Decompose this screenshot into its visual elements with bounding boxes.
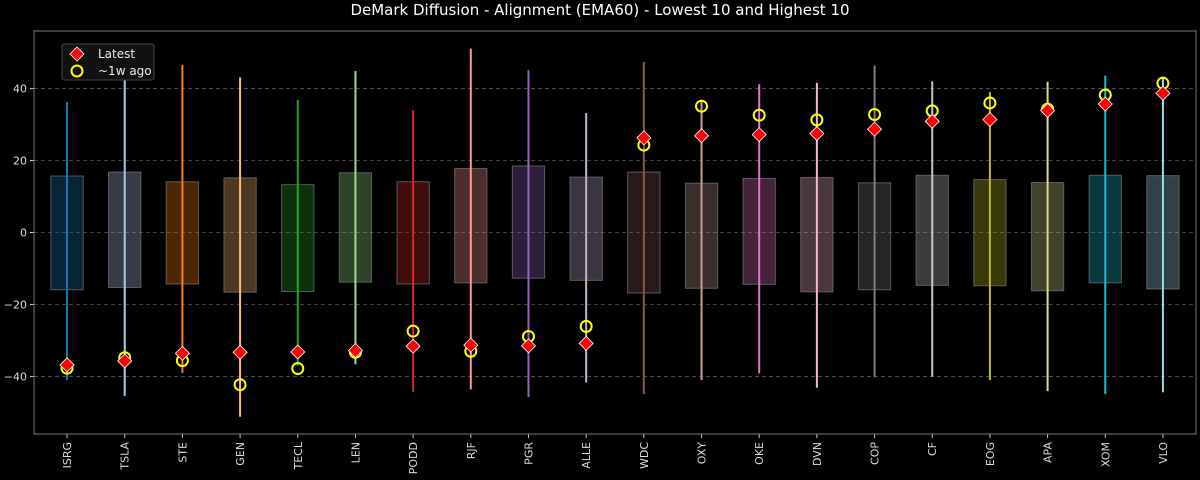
x-tick-label: RJF bbox=[465, 442, 478, 459]
y-tick-label: −20 bbox=[4, 298, 27, 311]
week-ago-marker bbox=[752, 108, 766, 122]
latest-marker bbox=[520, 338, 537, 354]
latest-marker bbox=[1097, 96, 1113, 112]
category-len: LEN bbox=[338, 70, 373, 463]
latest-marker bbox=[751, 127, 767, 143]
x-tick-label: GEN bbox=[234, 442, 247, 466]
x-tick-label: DVN bbox=[811, 442, 824, 466]
category-rjf: RJF bbox=[454, 48, 488, 459]
x-tick-label: OXY bbox=[696, 442, 709, 464]
latest-marker bbox=[232, 344, 248, 360]
category-apa: APA bbox=[1030, 81, 1065, 463]
plot-frame bbox=[33, 30, 1197, 435]
category-eog: EOG bbox=[973, 92, 1007, 466]
category-podd: PODD bbox=[396, 110, 430, 474]
category-gen: GEN bbox=[223, 77, 257, 466]
latest-marker bbox=[290, 344, 306, 360]
latest-marker bbox=[578, 335, 594, 351]
latest-marker bbox=[809, 125, 825, 142]
category-alle: ALLE bbox=[569, 113, 603, 469]
category-pgr: PGR bbox=[511, 70, 546, 465]
x-tick-label: TECL bbox=[292, 441, 305, 470]
legend: Latest ~1w ago bbox=[61, 43, 155, 81]
latest-marker bbox=[59, 357, 75, 373]
latest-marker bbox=[463, 337, 479, 353]
week-ago-marker bbox=[810, 113, 824, 127]
latest-marker bbox=[924, 113, 940, 129]
category-ste: STE bbox=[165, 64, 200, 463]
x-tick-label: PGR bbox=[522, 442, 535, 465]
week-ago-marker bbox=[406, 324, 420, 338]
category-cf: CF bbox=[915, 81, 949, 456]
x-tick-label: ISRG bbox=[61, 442, 74, 468]
x-tick-label: PODD bbox=[407, 442, 420, 474]
week-ago-marker bbox=[579, 319, 593, 333]
y-tick-label: 40 bbox=[13, 83, 27, 96]
legend-latest-icon bbox=[69, 46, 85, 62]
week-ago-marker bbox=[695, 99, 709, 113]
x-tick-label: VLO bbox=[1157, 442, 1170, 464]
x-tick-label: TSLA bbox=[119, 442, 132, 471]
y-tick-label: 0 bbox=[20, 227, 27, 240]
legend-week-ago-icon bbox=[70, 64, 84, 78]
latest-marker bbox=[405, 338, 421, 354]
category-cop: COP bbox=[857, 65, 892, 465]
week-ago-marker bbox=[291, 362, 305, 376]
latest-marker bbox=[693, 128, 710, 144]
latest-marker bbox=[636, 130, 652, 146]
latest-marker bbox=[866, 121, 883, 137]
latest-marker bbox=[347, 342, 364, 359]
week-ago-marker bbox=[983, 96, 997, 110]
x-tick-label: COP bbox=[869, 442, 882, 465]
category-vlo: VLO bbox=[1146, 76, 1180, 464]
week-ago-marker bbox=[233, 378, 247, 392]
x-tick-label: OKE bbox=[753, 442, 766, 465]
x-tick-label: STE bbox=[176, 442, 189, 463]
category-dvn: DVN bbox=[800, 82, 834, 466]
legend-week-ago-label: ~1w ago bbox=[98, 64, 152, 78]
category-oke: OKE bbox=[742, 84, 776, 465]
x-tick-label: WDC bbox=[638, 442, 651, 469]
week-ago-marker bbox=[868, 107, 882, 121]
x-tick-label: APA bbox=[1042, 442, 1055, 463]
x-tick-label: LEN bbox=[349, 442, 362, 463]
category-isrg: ISRG bbox=[50, 101, 84, 468]
category-tecl: TECL bbox=[281, 100, 315, 470]
x-tick-label: CF bbox=[926, 442, 939, 456]
x-tick-label: ALLE bbox=[580, 442, 593, 469]
category-oxy: OXY bbox=[684, 99, 719, 464]
y-tick-label: 20 bbox=[13, 155, 27, 168]
y-tick-label: −40 bbox=[4, 370, 27, 383]
latest-marker bbox=[1040, 102, 1056, 119]
latest-marker bbox=[1155, 85, 1171, 101]
x-tick-label: EOG bbox=[984, 442, 997, 466]
latest-marker bbox=[174, 345, 190, 361]
chart-title: DeMark Diffusion - Alignment (EMA60) - L… bbox=[350, 1, 850, 19]
x-tick-label: XOM bbox=[1099, 442, 1112, 467]
legend-box bbox=[61, 43, 155, 81]
category-tsla: TSLA bbox=[108, 78, 142, 471]
category-wdc: WDC bbox=[627, 61, 661, 469]
legend-latest-label: Latest bbox=[98, 47, 135, 61]
latest-marker bbox=[117, 353, 133, 369]
category-xom: XOM bbox=[1088, 75, 1122, 467]
latest-marker bbox=[982, 111, 998, 128]
